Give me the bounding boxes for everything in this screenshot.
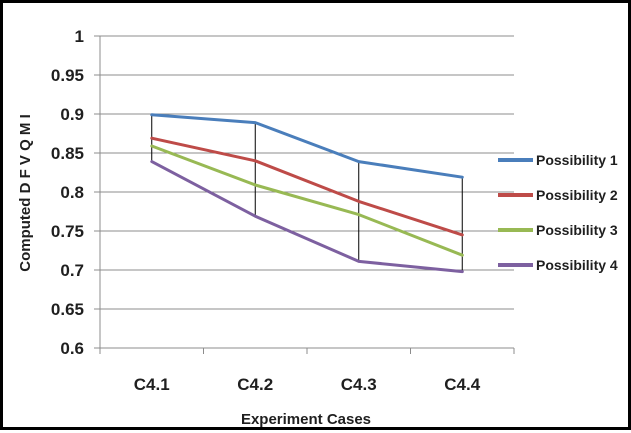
y-tick-label: 1 [75,27,84,46]
x-tick-label: C4.4 [444,375,480,394]
drop-lines [151,114,463,272]
x-tick-label: C4.2 [237,375,273,394]
line-chart: 0.60.650.70.750.80.850.90.951 C4.1 C4.2 C4… [17,27,618,428]
x-tick-labels: C4.1 C4.2 C4.3 C4.4 [134,375,481,394]
gridlines [94,35,514,349]
y-tick-label: 0.65 [51,300,84,319]
y-tick-label: 0.75 [51,222,84,241]
x-tick-label: C4.1 [134,375,170,394]
axes [99,36,515,354]
series-line-1 [150,113,464,179]
x-axis-title: Experiment Cases [241,411,371,428]
y-tick-label: 0.9 [60,105,84,124]
legend-label: Possibility 3 [536,222,618,238]
y-tick-labels: 0.6 0.65 0.7 0.75 0.8 0.85 0.9 0.95 1 [51,27,84,358]
legend-label: Possibility 2 [536,187,618,203]
series-lines [150,113,464,274]
series-line-4 [150,160,464,274]
y-tick-label: 0.6 [60,339,84,358]
legend: Possibility 1 Possibility 2 Possibility 3 P… [498,152,618,273]
y-tick-label: 0.8 [60,183,84,202]
series-line-3 [150,144,464,257]
y-tick-label: 0.85 [51,144,84,163]
x-tick-label: C4.3 [341,375,377,394]
legend-label: Possibility 4 [536,257,618,273]
y-axis-title: Computed D F V Q M I [17,114,34,272]
y-tick-label: 0.7 [60,261,84,280]
legend-label: Possibility 1 [536,152,618,168]
y-tick-label: 0.95 [51,66,84,85]
series-line-2 [150,136,464,237]
